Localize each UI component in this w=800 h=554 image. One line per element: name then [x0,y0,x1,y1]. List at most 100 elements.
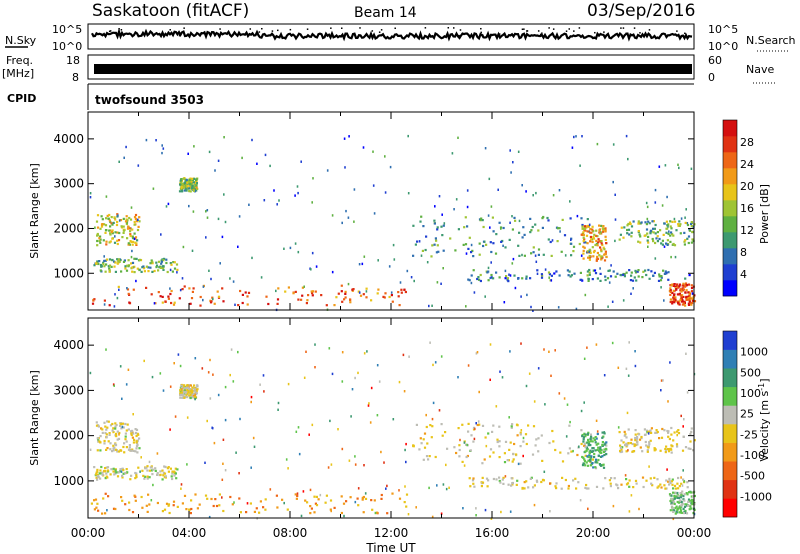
echo-point [121,499,124,502]
echo-point [678,511,681,514]
echo-point [490,276,493,279]
echo-point [647,446,650,449]
echo-point [331,372,334,376]
echo-point [115,423,118,427]
echo-point [673,502,676,505]
echo-point [122,260,126,263]
echo-point [287,286,290,289]
echo-point [193,388,196,391]
echo-point [674,512,677,515]
echo-point [159,372,162,375]
echo-point [583,444,586,447]
nsky-point [261,27,263,30]
echo-point [679,232,682,235]
echo-point [570,274,573,277]
echo-point [584,454,587,457]
echo-point [194,396,197,399]
echo-point [532,194,534,197]
echo-point [573,135,575,139]
echo-point [152,483,154,487]
echo-point [229,277,231,280]
echo-point [626,228,629,232]
echo-point [145,265,148,268]
echo-point [238,472,240,475]
echo-point [512,257,515,261]
echo-point [106,509,108,512]
echo-point [116,475,120,478]
echo-point [117,258,120,261]
echo-point [185,184,188,187]
echo-point [672,298,675,302]
echo-point [668,480,671,483]
echo-point [102,239,105,242]
echo-point [656,235,659,238]
echo-point [630,494,633,497]
echo-point [143,267,146,270]
echo-point [135,441,138,444]
echo-point [116,231,119,234]
echo-point [490,517,493,520]
colorbar-swatch [723,200,737,217]
echo-point [434,455,437,459]
echo-point [100,265,103,268]
nsky-point [169,29,171,31]
echo-point [130,262,133,265]
echo-point [156,452,159,455]
echo-point [181,182,184,185]
echo-point [584,450,587,453]
echo-point [131,228,134,231]
colorbar-swatch [723,232,737,249]
echo-point [662,379,664,382]
echo-point [429,424,432,427]
echo-point [111,237,114,240]
echo-point [580,278,583,281]
echo-point [496,438,499,441]
echo-point [479,218,482,221]
echo-point [177,353,180,356]
echo-point [481,462,484,465]
echo-point [654,241,657,245]
echo-point [656,231,659,234]
echo-point [532,246,535,249]
echo-point [212,297,214,301]
echo-point [119,468,122,471]
echo-point [105,243,108,246]
echo-point [146,510,149,513]
echo-point [397,295,400,298]
nsky-point [537,30,540,32]
echo-point [431,417,434,421]
echo-point [600,258,603,261]
echo-point [533,400,536,403]
echo-point [512,161,514,164]
echo-point [669,289,672,292]
echo-point [105,229,108,232]
echo-point [467,278,470,281]
echo-point [488,455,492,458]
echo-point [277,408,279,411]
echo-point [679,298,682,301]
echo-point [614,218,617,221]
power-frame [87,111,695,311]
echo-point [311,251,314,255]
echo-point [542,253,545,256]
echo-point [309,488,312,492]
echo-point [682,295,685,299]
echo-point [300,298,303,301]
echo-point [421,249,424,252]
echo-point [199,304,202,307]
echo-point [356,497,359,500]
echo-point [487,279,490,282]
echo-point [325,494,328,497]
echo-point [490,205,493,208]
echo-point [542,215,545,219]
echo-point [605,453,608,456]
echo-point [504,440,508,443]
echo-point [214,498,217,501]
echo-point [120,470,123,473]
echo-point [478,423,481,426]
echo-point [185,186,188,189]
echo-point [657,279,661,282]
echo-point [521,236,524,239]
echo-point [519,431,522,434]
echo-point [367,404,370,407]
